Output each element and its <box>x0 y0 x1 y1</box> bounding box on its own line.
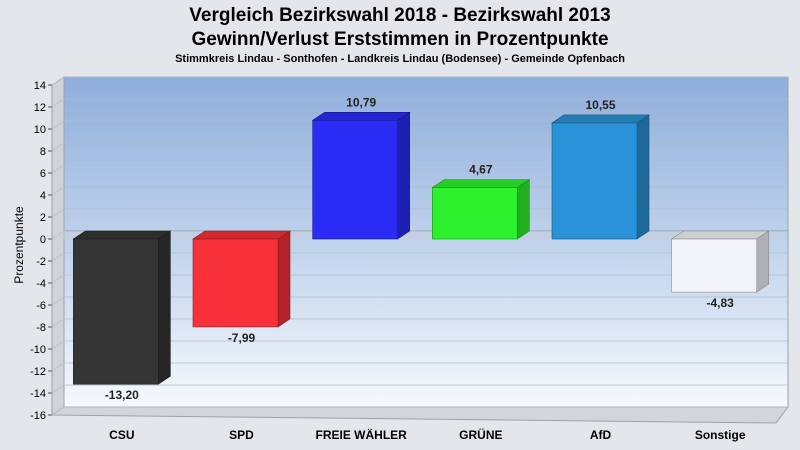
bar-top <box>431 179 531 188</box>
y-tick-label: -2 <box>36 256 46 268</box>
bar <box>192 238 279 328</box>
data-label: 10,79 <box>346 95 376 109</box>
bar <box>551 122 638 240</box>
y-tick-label: 10 <box>34 124 46 136</box>
bar <box>73 238 159 385</box>
data-label: 10,55 <box>585 98 615 112</box>
gridline-depth <box>51 340 65 350</box>
x-tick-label: SPD <box>229 428 254 442</box>
gridline-depth <box>51 208 65 218</box>
y-tick-label: -6 <box>36 300 46 312</box>
plot-background <box>63 76 789 408</box>
bar <box>671 238 757 293</box>
floor <box>50 406 789 424</box>
data-label: -7,99 <box>228 331 256 345</box>
gridline-depth <box>51 406 65 416</box>
gridline-depth <box>51 384 65 394</box>
chart-title: Vergleich Bezirkswahl 2018 - Bezirkswahl… <box>189 5 611 26</box>
y-tick-label: 0 <box>40 234 46 246</box>
bar <box>312 120 398 240</box>
y-tick-label: 12 <box>34 102 46 114</box>
y-tick-label: -12 <box>30 366 46 378</box>
bar-side <box>158 230 171 385</box>
data-label: -13,20 <box>105 388 139 402</box>
y-tick-label: -8 <box>36 322 46 334</box>
y-tick-label: -10 <box>30 344 46 356</box>
bar <box>432 187 518 240</box>
chart-subtitle: Stimmkreis Lindau - Sonthofen - Landkrei… <box>175 53 625 65</box>
y-tick-label: 6 <box>40 168 46 180</box>
x-tick-label: GRÜNE <box>459 427 502 442</box>
gridline-depth <box>51 296 65 306</box>
x-tick-label: AfD <box>590 428 612 442</box>
data-label: -4,83 <box>706 296 734 310</box>
gridline-depth <box>51 318 65 328</box>
bar-side <box>636 114 650 240</box>
data-label: 4,67 <box>469 163 493 177</box>
x-tick-label: Sonstige <box>695 428 746 442</box>
bar-top <box>192 230 291 240</box>
y-tick-label: 2 <box>40 212 46 224</box>
bar-side <box>517 179 530 240</box>
x-tick-label: FREIE WÄHLER <box>315 427 407 442</box>
gridline-depth <box>51 252 65 262</box>
gridline-depth <box>51 274 65 284</box>
bar-top <box>311 112 411 121</box>
y-axis-label: Prozentpunkte <box>12 206 26 284</box>
gridline-depth <box>51 76 65 86</box>
gridline-depth <box>51 186 65 196</box>
y-tick-label: 14 <box>34 80 46 92</box>
y-tick-label: -4 <box>36 278 46 290</box>
x-tick-label: CSU <box>109 428 134 442</box>
bar-side <box>756 230 769 293</box>
bar-top <box>72 230 172 240</box>
bar-top <box>670 230 770 240</box>
gridline-depth <box>51 120 65 130</box>
bar-side <box>277 230 291 328</box>
y-tick-label: 4 <box>40 190 46 202</box>
gridline-depth <box>51 98 65 108</box>
gridline-depth <box>51 164 65 174</box>
y-tick-label: -14 <box>30 388 46 400</box>
bar-top <box>551 114 650 124</box>
y-tick-label: -16 <box>30 410 46 422</box>
bar-side <box>397 111 410 240</box>
gridline-depth <box>51 142 65 152</box>
y-tick-label: 8 <box>40 146 46 158</box>
gridline-depth <box>51 362 65 372</box>
chart-title-line2: Gewinn/Verlust Erststimmen in Prozentpun… <box>191 29 609 50</box>
